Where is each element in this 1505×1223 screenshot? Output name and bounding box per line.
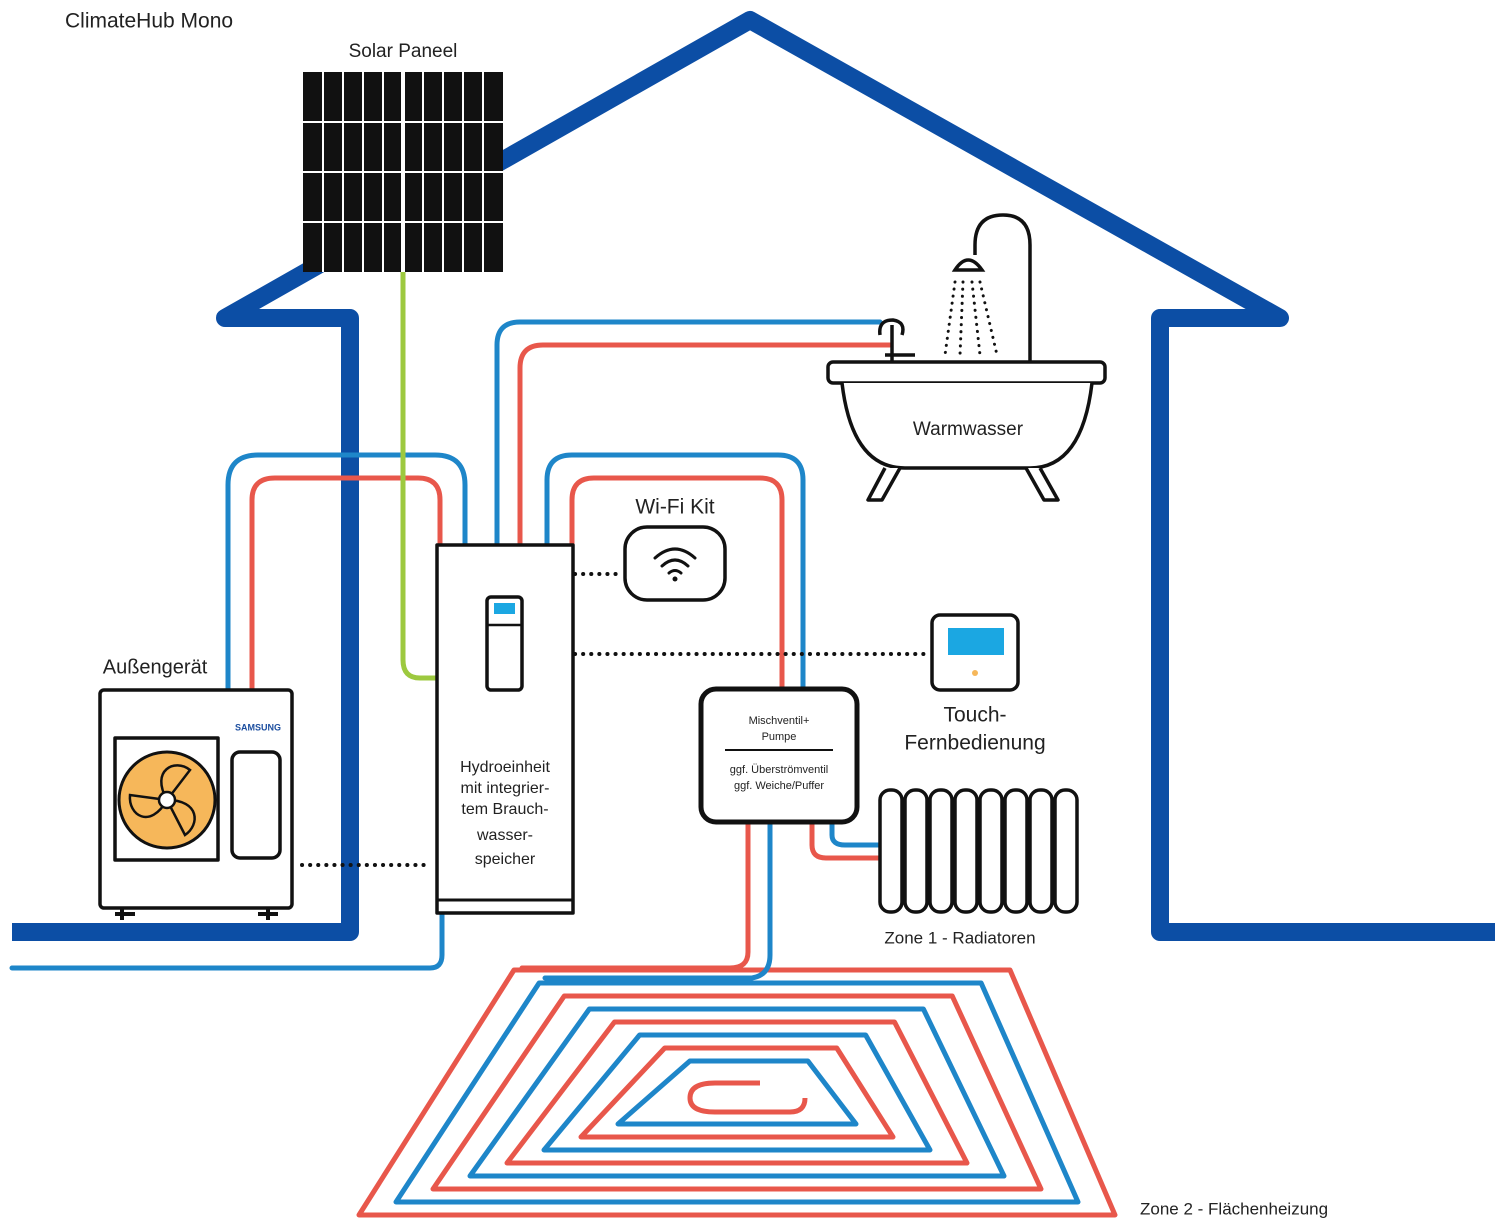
label: Solar Paneel <box>349 41 458 62</box>
label: Wi-Fi Kit <box>635 496 714 519</box>
radiator-fin <box>930 790 952 912</box>
radiator-fin <box>880 790 902 912</box>
radiator-fin <box>955 790 977 912</box>
radiator-fin <box>1030 790 1052 912</box>
floor-heating-coil <box>359 970 1115 1215</box>
label: Pumpe <box>762 731 797 743</box>
label: Fernbedienung <box>904 732 1045 755</box>
solar-panel <box>303 72 503 272</box>
touch-remote <box>932 615 1018 690</box>
outdoor-unit: SAMSUNG <box>100 690 292 920</box>
pipe <box>812 822 880 858</box>
label: Außengerät <box>103 656 208 678</box>
pipe <box>545 822 770 978</box>
label: Zone 2 - Flächenheizung <box>1140 1199 1328 1218</box>
pipe <box>832 822 880 845</box>
mixing-valve <box>701 689 857 822</box>
label: ggf. Weiche/Puffer <box>734 780 824 792</box>
radiator-fin <box>980 790 1002 912</box>
diagram: SAMSUNG ClimateHub Mono Solar Paneel <box>0 0 1505 1223</box>
label: Zone 1 - Radiatoren <box>884 928 1035 947</box>
label: wasser- <box>476 827 533 844</box>
label: Hydroeinheit <box>460 759 550 776</box>
label: tem Brauch- <box>461 801 548 818</box>
coil-loop <box>544 1035 930 1150</box>
label: Touch- <box>943 704 1006 727</box>
label: mit integrier- <box>461 780 550 797</box>
title: ClimateHub Mono <box>65 10 233 33</box>
radiator-fin <box>905 790 927 912</box>
coil-loop <box>433 996 1041 1189</box>
solar-cable <box>403 272 437 678</box>
coil-loop <box>618 1061 856 1124</box>
label: Mischventil+ <box>749 715 810 727</box>
label: ggf. Überströmventil <box>730 764 828 776</box>
wifi-kit <box>625 527 725 600</box>
label: Warmwasser <box>913 419 1024 440</box>
coil-center <box>690 1083 805 1112</box>
label: speicher <box>475 851 536 868</box>
radiator <box>880 790 1077 912</box>
radiator-fin <box>1055 790 1077 912</box>
brand-logo: SAMSUNG <box>235 722 281 732</box>
bathtub <box>828 215 1105 500</box>
radiator-fin <box>1005 790 1027 912</box>
